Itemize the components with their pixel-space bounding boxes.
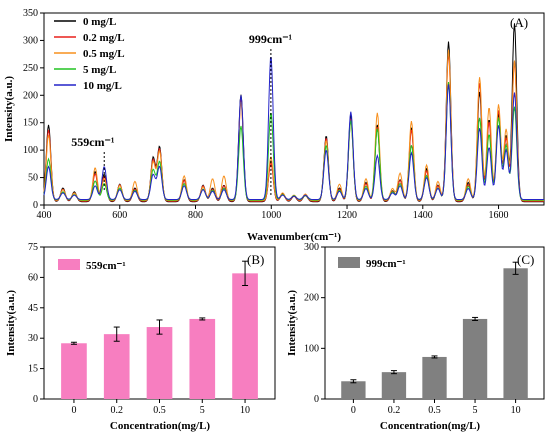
bar-999-y-tick-label: 200 bbox=[304, 293, 319, 304]
spectrum-series-lines bbox=[43, 23, 544, 203]
spectrum-series-line bbox=[43, 49, 544, 202]
bar-559-legend-label: 559cm⁻¹ bbox=[86, 260, 126, 272]
bar-559-x-tick-label: 0.2 bbox=[110, 405, 123, 416]
legend-entry-label: 0.2 mg/L bbox=[83, 32, 125, 44]
spectrum-y-tick-label: 50 bbox=[28, 173, 38, 184]
bar-559-bar bbox=[61, 343, 87, 399]
bar-panel-559: 0 15 30 45 60 75 0 0.2 0.5 5 10 559cm⁻¹ (B) Concen… bbox=[5, 242, 276, 432]
bar-559-bar bbox=[232, 273, 258, 399]
bar-panel-999: 0 100 200 300 0 0.2 0.5 5 10 999cm⁻¹ (C) Concent… bbox=[286, 242, 545, 432]
bar-999-y-tick-label: 300 bbox=[304, 242, 319, 253]
bar-999-y-tick-label: 100 bbox=[304, 343, 319, 354]
spectrum-series-line bbox=[43, 52, 544, 202]
bar-999-bar bbox=[341, 381, 366, 399]
bar-559-bar bbox=[189, 318, 216, 399]
spectrum-x-tick-label: 1600 bbox=[489, 210, 509, 221]
bar-999-x-tick-label: 0.2 bbox=[388, 405, 401, 416]
spectrum-x-axis-label: Wavenumber(cm⁻¹) bbox=[247, 231, 341, 243]
peak-annotation-label: 559cm⁻¹ bbox=[71, 135, 115, 149]
legend-entry-label: 10 mg/L bbox=[83, 80, 122, 92]
bar-999-x-axis-label: Concentration(mg/L) bbox=[380, 420, 481, 432]
bar-559-legend-swatch bbox=[58, 259, 80, 270]
bar-999-bar bbox=[503, 268, 528, 399]
bar-559-y-tick-label: 60 bbox=[28, 272, 38, 283]
spectrum-x-tick-label: 800 bbox=[188, 210, 203, 221]
bar-999-bars bbox=[341, 261, 528, 399]
spectrum-y-tick-label: 350 bbox=[23, 8, 38, 19]
bar-559-y-tick-label: 0 bbox=[33, 394, 38, 405]
bar-999-y-axis-label: Intensity(a.u.) bbox=[286, 290, 298, 356]
legend-entry-label: 0 mg/L bbox=[83, 16, 116, 28]
panel-a-label: (A) bbox=[510, 15, 528, 30]
bar-999-bar bbox=[381, 372, 407, 399]
legend-entry-label: 0.5 mg/L bbox=[83, 48, 125, 60]
bar-999-ticks: 0 100 200 300 0 0.2 0.5 5 10 bbox=[304, 242, 521, 416]
bar-559-bar bbox=[103, 334, 130, 399]
bar-999-x-tick-label: 0 bbox=[351, 405, 356, 416]
spectrum-y-tick-label: 250 bbox=[23, 63, 38, 74]
bar-559-bar bbox=[146, 327, 173, 399]
spectrum-x-tick-label: 1200 bbox=[337, 210, 357, 221]
legend-entry-label: 5 mg/L bbox=[83, 64, 116, 76]
spectrum-series-line bbox=[43, 82, 544, 201]
bar-999-x-tick-label: 0.5 bbox=[428, 405, 441, 416]
bar-559-y-tick-label: 75 bbox=[28, 242, 38, 253]
spectrum-x-tick-label: 600 bbox=[112, 210, 127, 221]
panel-c-label: (C) bbox=[517, 252, 534, 267]
spectrum-x-tick-label: 400 bbox=[37, 210, 52, 221]
spectrum-ticks: 400 600 800 1000 1200 1400 1600 0 50 100 150 200 250… bbox=[23, 8, 509, 221]
bar-999-x-tick-label: 5 bbox=[473, 405, 478, 416]
spectrum-panel: 400 600 800 1000 1200 1400 1600 0 50 100 150 200 250… bbox=[3, 8, 545, 243]
bar-559-x-tick-label: 0.5 bbox=[153, 405, 166, 416]
bar-999-legend-label: 999cm⁻¹ bbox=[366, 258, 406, 270]
bar-999-bar bbox=[422, 356, 447, 399]
bar-559-y-tick-label: 30 bbox=[28, 333, 38, 344]
spectrum-y-tick-label: 100 bbox=[23, 145, 38, 156]
spectrum-y-tick-label: 200 bbox=[23, 90, 38, 101]
bar-559-y-tick-label: 45 bbox=[28, 303, 38, 314]
bar-559-x-axis-label: Concentration(mg/L) bbox=[110, 420, 211, 432]
panel-b-label: (B) bbox=[247, 252, 264, 267]
bar-559-ticks: 0 15 30 45 60 75 0 0.2 0.5 5 10 bbox=[28, 242, 250, 416]
bar-559-x-tick-label: 0 bbox=[71, 405, 76, 416]
bar-559-y-tick-label: 15 bbox=[28, 364, 38, 375]
bar-559-y-axis-label: Intensity(a.u.) bbox=[5, 290, 17, 356]
spectrum-y-tick-label: 300 bbox=[23, 35, 38, 46]
spectrum-annotations: 999cm⁻¹ 559cm⁻¹ bbox=[71, 32, 293, 195]
bar-559-bars bbox=[61, 260, 258, 399]
bar-559-x-tick-label: 5 bbox=[200, 405, 205, 416]
peak-annotation-label: 999cm⁻¹ bbox=[249, 32, 293, 46]
bar-559-x-tick-label: 10 bbox=[240, 405, 250, 416]
bar-999-bar bbox=[462, 318, 488, 399]
bar-999-x-tick-label: 10 bbox=[511, 405, 521, 416]
spectrum-x-tick-label: 1400 bbox=[413, 210, 433, 221]
spectrum-legend: 0 mg/L 0.2 mg/L 0.5 mg/L 5 mg/L 10 mg/L bbox=[54, 16, 125, 92]
spectrum-x-tick-label: 1000 bbox=[261, 210, 281, 221]
spectrum-y-tick-label: 0 bbox=[33, 200, 38, 211]
spectrum-plot-frame bbox=[43, 12, 545, 206]
spectrum-y-axis-label: Intensity(a.u.) bbox=[3, 76, 15, 142]
bar-999-y-tick-label: 0 bbox=[314, 394, 319, 405]
bar-999-legend-swatch bbox=[338, 257, 360, 268]
spectrum-series-line bbox=[43, 57, 544, 201]
spectrum-y-tick-label: 150 bbox=[23, 118, 38, 129]
